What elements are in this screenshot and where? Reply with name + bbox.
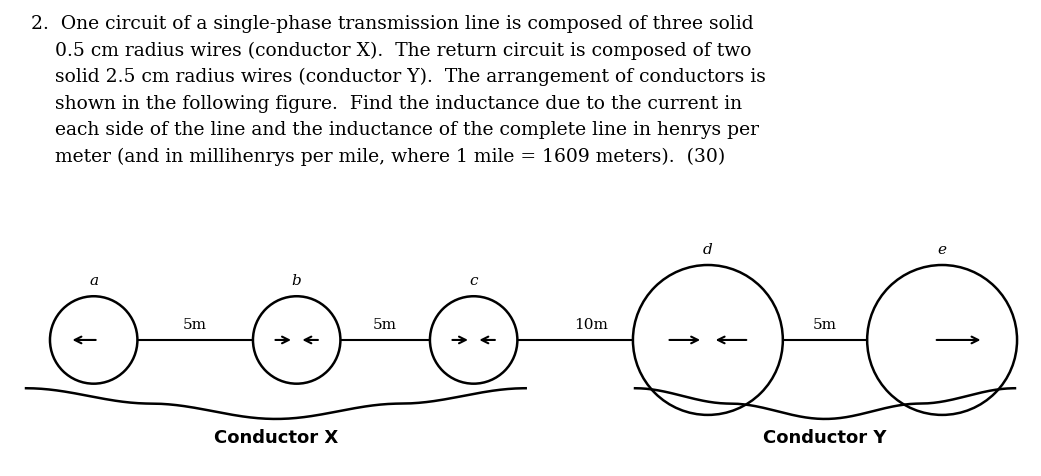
- Text: a: a: [90, 274, 98, 288]
- Text: Conductor Y: Conductor Y: [763, 428, 887, 446]
- Ellipse shape: [430, 297, 517, 384]
- Text: c: c: [469, 274, 478, 288]
- Text: d: d: [703, 243, 713, 257]
- Ellipse shape: [50, 297, 137, 384]
- Ellipse shape: [867, 266, 1017, 415]
- Text: Conductor X: Conductor X: [213, 428, 338, 446]
- Text: 5m: 5m: [813, 317, 837, 331]
- Text: 5m: 5m: [183, 317, 207, 331]
- Text: 10m: 10m: [574, 317, 608, 331]
- Text: b: b: [291, 274, 302, 288]
- Ellipse shape: [253, 297, 340, 384]
- Text: 2.  One circuit of a single-phase transmission line is composed of three solid
 : 2. One circuit of a single-phase transmi…: [31, 15, 766, 166]
- Text: e: e: [938, 243, 946, 257]
- Text: 5m: 5m: [373, 317, 398, 331]
- Ellipse shape: [633, 266, 783, 415]
